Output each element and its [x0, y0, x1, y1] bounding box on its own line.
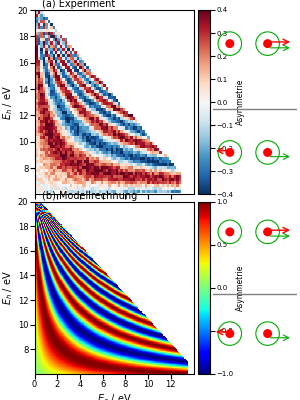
Y-axis label: $E_h$ / eV: $E_h$ / eV: [1, 270, 15, 305]
Circle shape: [226, 228, 234, 236]
Circle shape: [226, 40, 234, 48]
Circle shape: [226, 149, 234, 156]
Y-axis label: Asymmetrie: Asymmetrie: [236, 79, 245, 125]
Y-axis label: $E_h$ / eV: $E_h$ / eV: [1, 85, 15, 120]
Text: (a) Experiment: (a) Experiment: [43, 0, 116, 9]
Circle shape: [264, 330, 272, 337]
Circle shape: [264, 149, 272, 156]
Circle shape: [264, 40, 272, 48]
Circle shape: [226, 330, 234, 337]
Text: (b) Modellrechnung: (b) Modellrechnung: [43, 191, 138, 201]
Circle shape: [264, 228, 272, 236]
X-axis label: $E_e$ / eV: $E_e$ / eV: [97, 392, 131, 400]
Y-axis label: Asymmetrie: Asymmetrie: [236, 265, 245, 311]
